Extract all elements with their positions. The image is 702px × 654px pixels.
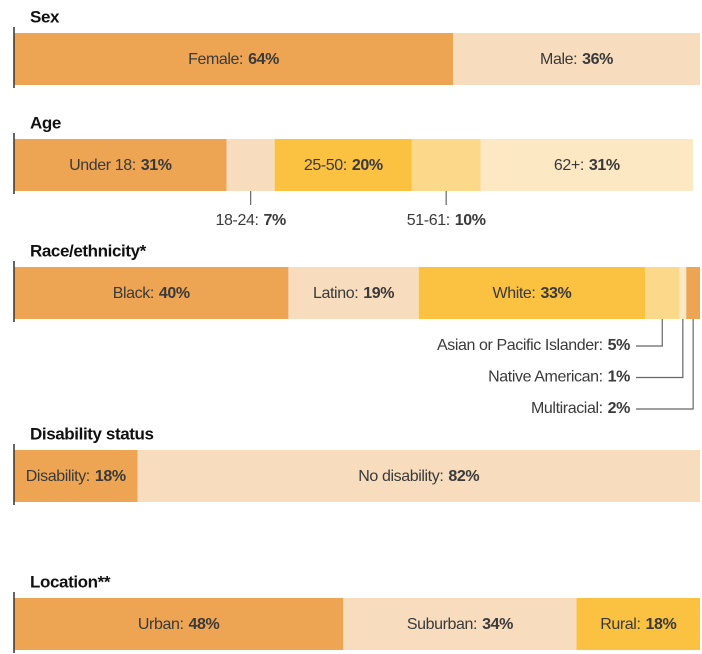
segment-label: Under 18: 31% — [69, 157, 172, 174]
segment-category: 18-24: — [216, 212, 259, 229]
segment-label: No disability: 82% — [358, 468, 479, 485]
segment-value: 64% — [248, 51, 279, 68]
chart-title: Race/ethnicity* — [30, 241, 147, 260]
segment-category: Native American: — [488, 369, 603, 386]
segment-category: Multiracial: — [531, 400, 603, 417]
bar-segment — [14, 598, 344, 650]
segment-label: Disability: 18% — [26, 468, 126, 485]
segment-value: 34% — [482, 616, 513, 633]
segment-category: Latino: — [313, 285, 358, 302]
bar-segment — [288, 267, 419, 319]
leader-line — [636, 319, 694, 410]
segment-value: 40% — [159, 285, 190, 302]
leader-line — [636, 319, 684, 379]
bar-segment — [411, 139, 481, 191]
bar-segment — [645, 267, 680, 319]
segment-label: 18-24: 7% — [216, 212, 286, 229]
segment-category: 62+: — [554, 157, 584, 174]
bar-segment — [226, 139, 275, 191]
chart-title: Disability status — [30, 424, 154, 443]
segment-label: Asian or Pacific Islander: 5% — [437, 337, 630, 354]
bar-segment — [686, 267, 700, 319]
segment-label: Native American: 1% — [488, 369, 630, 386]
segment-value: 82% — [448, 468, 479, 485]
segment-value: 1% — [608, 369, 630, 386]
segment-category: Asian or Pacific Islander: — [437, 337, 603, 354]
segment-label: 62+: 31% — [554, 157, 620, 174]
segment-label: Suburban: 34% — [407, 616, 513, 633]
leader-line — [636, 319, 663, 347]
bar-segment — [14, 139, 227, 191]
segment-category: Female: — [188, 51, 243, 68]
segment-value: 31% — [589, 157, 620, 174]
bar-segment — [576, 598, 700, 650]
segment-category: White: — [493, 285, 536, 302]
segment-value: 18% — [645, 616, 676, 633]
segment-category: Black: — [113, 285, 154, 302]
segment-category: Urban: — [138, 616, 184, 633]
segment-value: 7% — [263, 212, 285, 229]
segment-category: No disability: — [358, 468, 443, 485]
bar-segment — [14, 267, 289, 319]
bar-segment — [274, 139, 412, 191]
segment-value: 2% — [608, 400, 630, 417]
segment-label: Male: 36% — [540, 51, 613, 68]
segment-category: 51-61: — [407, 212, 450, 229]
segment-label: 25-50: 20% — [304, 157, 383, 174]
segment-label: Urban: 48% — [138, 616, 220, 633]
segment-label: 51-61: 10% — [407, 212, 486, 229]
segment-value: 31% — [141, 157, 172, 174]
segment-value: 19% — [363, 285, 394, 302]
segment-label: Rural: 18% — [600, 616, 676, 633]
segment-label: White: 33% — [493, 285, 572, 302]
segment-label: Female: 64% — [188, 51, 279, 68]
segment-category: Rural: — [600, 616, 640, 633]
bar-segment — [343, 598, 577, 650]
segment-label: Black: 40% — [113, 285, 190, 302]
chart-title: Age — [30, 113, 61, 132]
segment-value: 33% — [540, 285, 571, 302]
segment-label: Latino: 19% — [313, 285, 394, 302]
bar-segment — [679, 267, 687, 319]
chart-title: Sex — [30, 7, 60, 26]
segment-category: Suburban: — [407, 616, 477, 633]
segment-value: 36% — [582, 51, 613, 68]
segment-category: Under 18: — [69, 157, 136, 174]
bar-segment — [14, 33, 454, 85]
segment-value: 48% — [189, 616, 220, 633]
segment-category: 25-50: — [304, 157, 347, 174]
bar-segment — [137, 450, 701, 502]
segment-category: Disability: — [26, 468, 90, 485]
bar-segment — [14, 450, 138, 502]
segment-value: 20% — [352, 157, 383, 174]
segment-value: 18% — [95, 468, 126, 485]
bar-segment — [453, 33, 700, 85]
chart-title: Location** — [30, 572, 111, 591]
segment-category: Male: — [540, 51, 577, 68]
bar-segment — [480, 139, 694, 191]
segment-value: 5% — [608, 337, 630, 354]
segment-value: 10% — [455, 212, 486, 229]
bar-segment — [418, 267, 646, 319]
segment-label: Multiracial: 2% — [531, 400, 630, 417]
